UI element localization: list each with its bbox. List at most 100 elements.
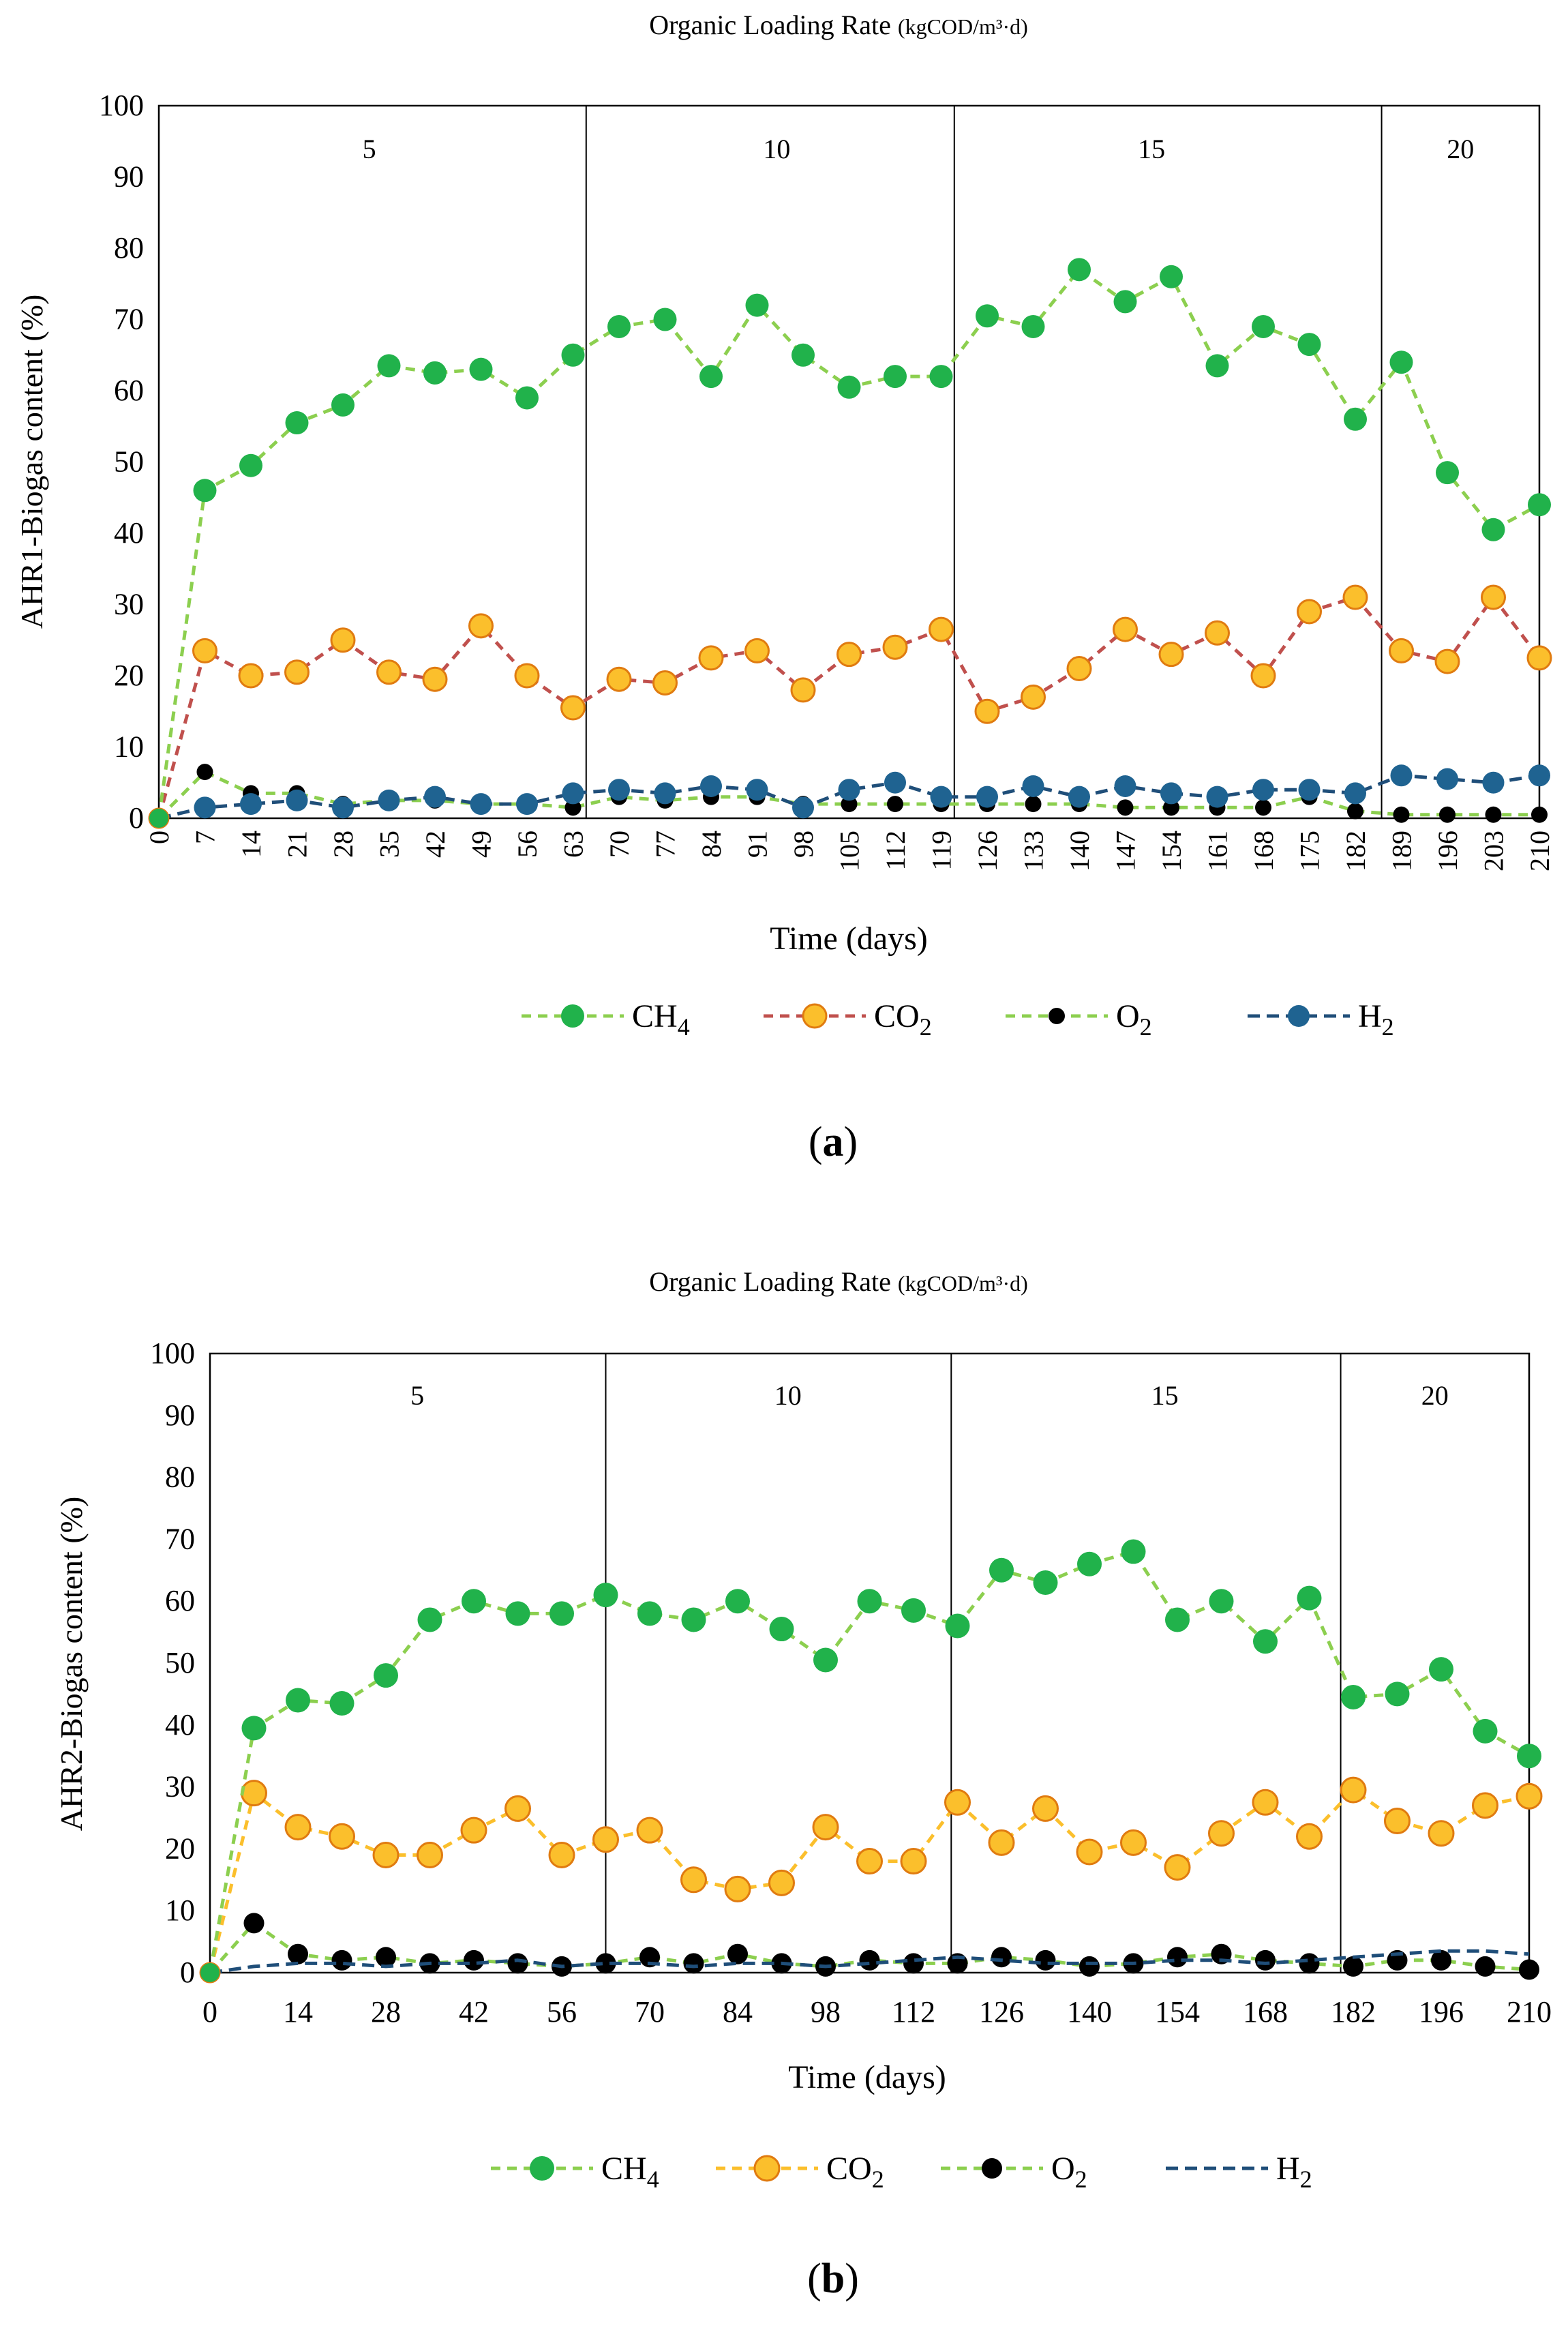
chart-a-h2-point <box>838 779 860 801</box>
chart-panel-a: Organic Loading Rate (kgCOD/m³·d) 5 10 15 2… <box>14 10 1555 1165</box>
chart-b-co2-point <box>1384 1808 1411 1835</box>
chart-b-co2-point <box>548 1841 575 1868</box>
chart-b-ch4-point <box>1517 1744 1541 1769</box>
chart-a-ch4-point <box>699 365 723 389</box>
chart-b-x-tick-label: 112 <box>892 1995 935 2029</box>
chart-a-ch4-point <box>193 479 217 503</box>
chart-b-x-tick-label: 168 <box>1243 1995 1288 2029</box>
chart-a-h2-point <box>1482 771 1505 794</box>
chart-a-x-tick-label: 161 <box>1203 831 1233 871</box>
chart-a-co2-point <box>330 627 356 653</box>
chart-a-h2-point <box>654 782 676 805</box>
chart-a-o2-point <box>1393 806 1410 823</box>
chart-a-co2-point <box>192 638 217 663</box>
chart-b-co2-point <box>504 1795 531 1822</box>
chart-b-panel-label: (b) <box>807 2256 859 2302</box>
chart-b-co2-point <box>1340 1776 1367 1804</box>
chart-a-h2-point <box>976 786 998 808</box>
chart-b-x-tick-label: 154 <box>1155 1995 1200 2029</box>
chart-b-phase-label: 10 <box>774 1380 802 1411</box>
chart-a-o2-point <box>1255 799 1271 816</box>
chart-a-legend-co2-marker <box>802 1003 828 1029</box>
chart-a-x-tick-label: 133 <box>1019 831 1049 871</box>
chart-b-ch4-point <box>593 1583 618 1608</box>
chart-b-co2-point <box>900 1848 927 1875</box>
chart-b-y-tick-label: 50 <box>165 1646 195 1679</box>
chart-a-title: Organic Loading Rate (kgCOD/m³·d) <box>649 10 1028 40</box>
chart-b-co2-point <box>1428 1820 1455 1847</box>
chart-b-ch4-point <box>374 1663 398 1688</box>
chart-a-co2-point <box>790 677 816 703</box>
chart-b-co2-series-line <box>208 1788 1530 1973</box>
chart-a-x-tick-label: 203 <box>1479 831 1509 871</box>
chart-a-ch4-point <box>791 343 815 367</box>
chart-b-y-tick-label: 20 <box>165 1832 195 1865</box>
chart-a-x-tick-label: 63 <box>558 831 589 858</box>
chart-a-x-tick-label: 70 <box>604 831 635 858</box>
chart-a-x-axis-label: Time (days) <box>770 921 928 957</box>
chart-b-ch4-point <box>1209 1589 1234 1614</box>
chart-a-o2-point <box>1531 806 1548 823</box>
chart-b-co2-point <box>329 1823 355 1850</box>
chart-a-ch4-point <box>607 314 631 338</box>
chart-b-o2-point <box>1167 1947 1188 1968</box>
chart-b-o2-point <box>903 1953 924 1974</box>
chart-a-y-tick-label: 0 <box>129 801 144 835</box>
chart-a-h2-point <box>700 775 722 797</box>
chart-a-h2-point <box>1252 779 1274 801</box>
chart-b-co2-point <box>1076 1838 1103 1866</box>
chart-b-o2-point <box>1299 1953 1320 1974</box>
chart-a-h2-point <box>1022 775 1044 797</box>
chart-a-legend: CH4 CO2 O2 H2 <box>522 998 1394 1041</box>
chart-a-ch4-point <box>1297 333 1321 357</box>
chart-a-h2-point <box>1390 764 1413 787</box>
chart-b-co2-point <box>1296 1823 1323 1850</box>
chart-b-co2-point <box>636 1817 663 1844</box>
chart-a-co2-point <box>1481 584 1506 610</box>
chart-a-legend-h2-marker <box>1288 1005 1310 1027</box>
chart-b-co2-point <box>1472 1792 1498 1819</box>
chart-a-h2-point <box>1528 764 1550 787</box>
chart-a-x-tick-label: 0 <box>144 831 175 844</box>
chart-a-co2-point <box>1526 645 1552 671</box>
chart-b-co2-point <box>680 1866 707 1894</box>
chart-b-y-tick-label: 60 <box>165 1584 195 1617</box>
chart-b-ch4-point <box>329 1691 355 1716</box>
chart-a-ch4-point <box>1160 265 1183 288</box>
chart-a-x-tick-label: 14 <box>236 831 267 858</box>
chart-a-x-tick-label: 77 <box>650 831 681 858</box>
chart-a-ch4-point <box>976 304 999 328</box>
chart-b-o2-point <box>376 1947 396 1968</box>
chart-b-plot-area <box>209 1352 1531 1974</box>
chart-b-co2-point <box>1164 1854 1191 1881</box>
chart-a-co2-point <box>1434 648 1460 674</box>
chart-a-x-tick-label: 49 <box>466 831 497 858</box>
chart-b-o2-point <box>1035 1949 1056 1971</box>
chart-a-ch4-point <box>1481 518 1505 541</box>
chart-a-h2-point <box>746 779 768 801</box>
chart-b-ch4-point <box>1341 1684 1366 1709</box>
chart-b-x-tick-label: 98 <box>811 1995 841 2029</box>
chart-a-ch4-point <box>331 393 355 417</box>
chart-a-co2-point <box>1021 684 1046 710</box>
chart-a-h2-point <box>1344 782 1366 805</box>
chart-a-legend-co2-label: CO2 <box>874 998 932 1041</box>
chart-panel-b: Organic Loading Rate (kgCOD/m³·d) 5 10 15 2… <box>54 1266 1552 2302</box>
chart-b-y-axis-label: AHR2-Biogas content (%) <box>54 1497 89 1832</box>
chart-b-co2-point <box>1252 1789 1279 1816</box>
chart-a-co2-point <box>1205 620 1230 646</box>
chart-a-x-tick-label: 140 <box>1064 831 1095 871</box>
chart-a-x-tick-label: 175 <box>1295 831 1325 871</box>
chart-b-legend-o2-label: O2 <box>1051 2151 1087 2193</box>
chart-b-co2-point <box>768 1869 795 1896</box>
chart-a-co2-point <box>1250 663 1276 689</box>
chart-a-y-tick-label: 10 <box>114 730 144 764</box>
chart-a-legend-o2-label: O2 <box>1116 998 1152 1041</box>
chart-a-h2-point <box>470 793 492 816</box>
chart-a-co2-point <box>1297 599 1322 625</box>
chart-b-ch4-point <box>1033 1570 1058 1595</box>
chart-b-co2-point <box>944 1789 971 1816</box>
chart-b-co2-point <box>1516 1782 1543 1810</box>
chart-b-y-tick-label: 30 <box>165 1770 195 1804</box>
chart-b-co2-point <box>592 1826 619 1853</box>
